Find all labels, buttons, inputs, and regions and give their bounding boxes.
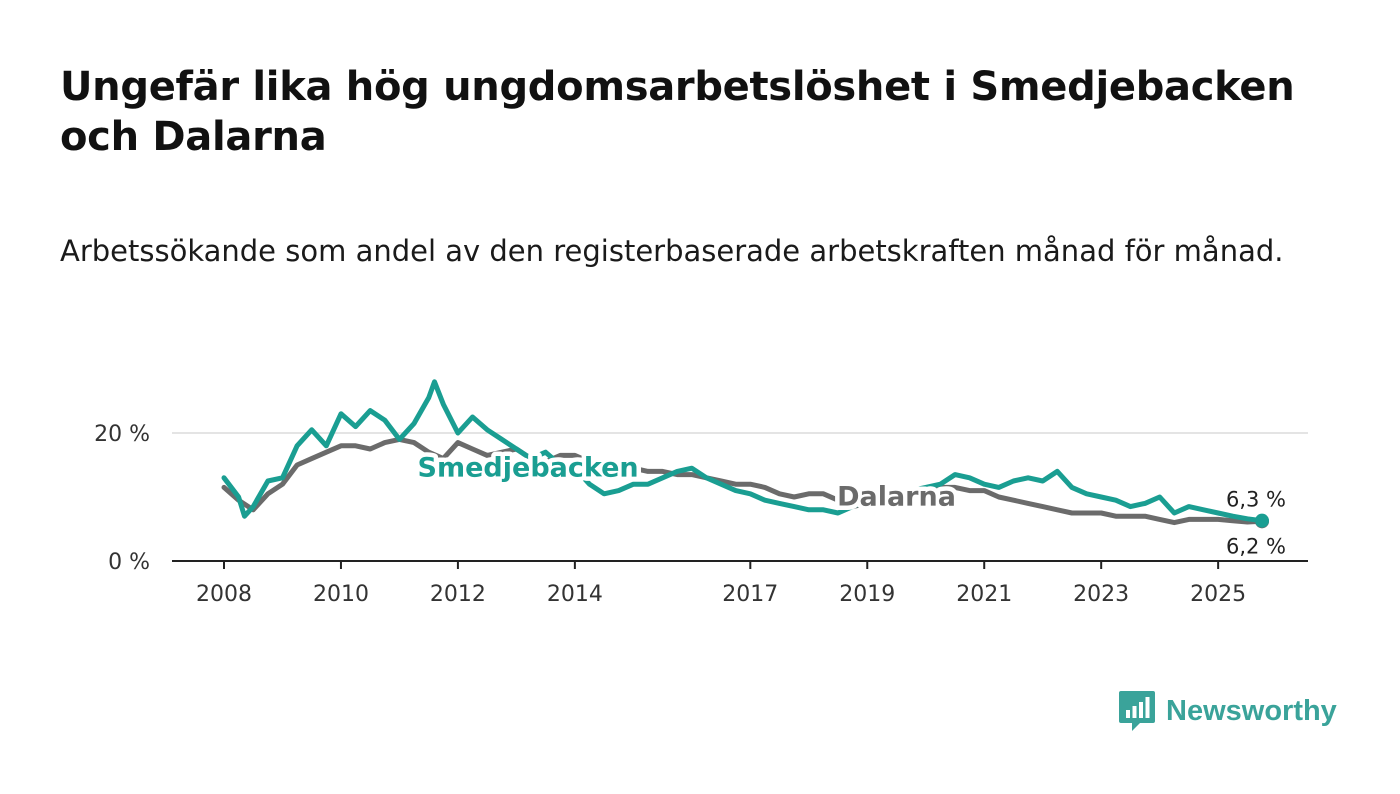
- x-tick-label: 2017: [722, 582, 778, 607]
- brand-name: Newsworthy: [1166, 694, 1337, 727]
- chart-title: Ungefär lika hög ungdomsarbetslöshet i S…: [60, 64, 1295, 160]
- x-tick-label: 2010: [313, 582, 369, 607]
- end-point-smedjebacken: [1255, 513, 1269, 528]
- series-annotation-halo: Dalarna: [837, 481, 956, 512]
- y-tick-label: 20 %: [94, 422, 150, 447]
- x-axis: 2008 2010 2012 2014 2017 2019 2021 2023 2025: [172, 560, 1308, 607]
- x-tick-label: 2021: [956, 582, 1012, 607]
- x-tick-label: 2025: [1190, 582, 1246, 607]
- end-label-dalarna: 6,2 %: [1226, 534, 1286, 558]
- x-tick-label: 2023: [1073, 582, 1129, 607]
- x-tick-label: 2008: [196, 582, 252, 607]
- bar-chart-speech-bubble-icon: [1119, 691, 1155, 731]
- y-tick-label: 0 %: [108, 550, 150, 575]
- chart-labels: 6,2 %6,3 %SmedjebackenSmedjebackenDalarn…: [413, 448, 1286, 558]
- x-tick-label: 2014: [547, 582, 603, 607]
- series-line-smedjebacken: [221, 379, 1265, 524]
- series-annotation-smedjebacken: Smedjebacken: [418, 453, 639, 484]
- x-tick-label: 2012: [430, 582, 486, 607]
- chart-subtitle: Arbetssökande som andel av den registerb…: [60, 234, 1284, 268]
- series-annotation-dalarna: Dalarna: [837, 481, 956, 512]
- series-annotation-halo: Smedjebacken: [418, 453, 639, 484]
- series-lines: [221, 379, 1269, 529]
- series-line-dalarna: [221, 436, 1265, 526]
- brand-logo: Newsworthy: [1118, 690, 1337, 732]
- gridlines: 0 % 20 %: [94, 422, 1308, 575]
- end-label-smedjebacken: 6,3 %: [1226, 488, 1286, 512]
- x-tick-label: 2019: [839, 582, 895, 607]
